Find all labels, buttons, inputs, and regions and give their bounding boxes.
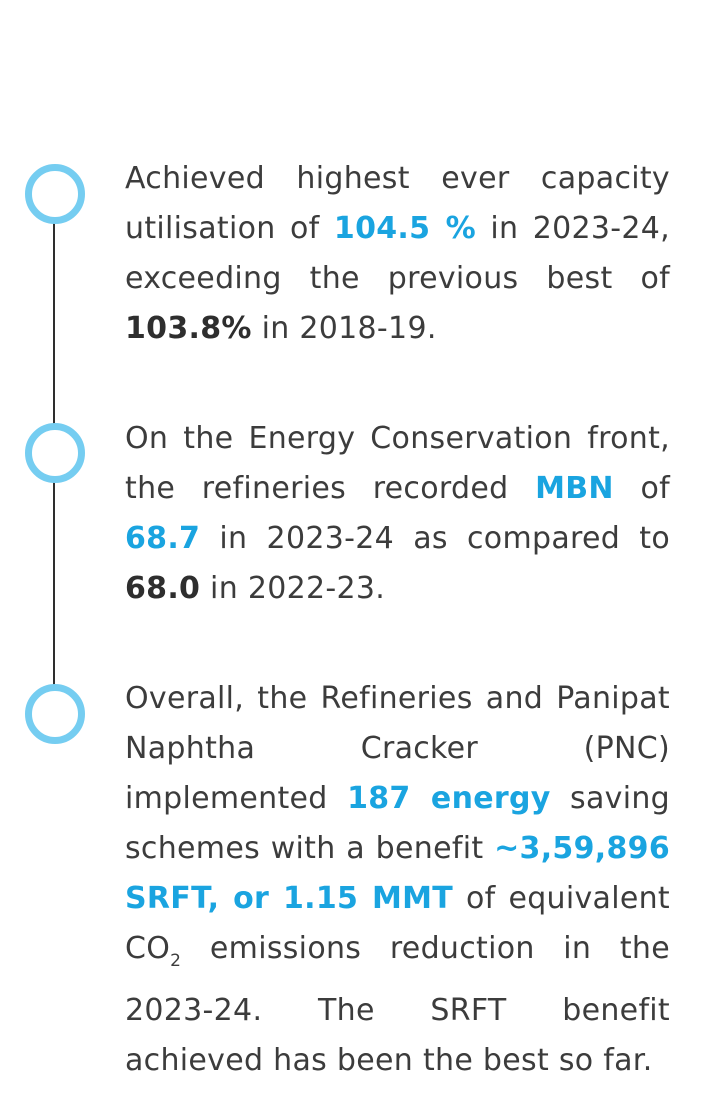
item-text: saving schemes with a benefit <box>125 781 670 866</box>
highlight-value: 68.7 <box>125 521 201 556</box>
subscript: 2 <box>170 951 182 971</box>
emphasis-value: 103.8% <box>125 311 252 346</box>
timeline-node-3-icon <box>25 684 85 744</box>
highlight-value: 187 energy <box>347 781 551 816</box>
item-text: in 2018-19. <box>251 311 437 346</box>
highlight-value: 104.5 % <box>333 211 476 246</box>
item-text: of <box>613 471 670 506</box>
item-text: On the Energy Conservation front, the re… <box>125 421 670 506</box>
item-text: emissions reduction in the 2023-24. The … <box>125 931 670 1078</box>
timeline-item-energy-schemes: Overall, the Refineries and Panipat Naph… <box>125 674 670 1086</box>
item-text: Achieved highest ever capacity utilisati… <box>125 161 670 246</box>
emphasis-value: 68.0 <box>125 571 201 606</box>
highlight-value: ~3,59,896 SRFT, or 1.15 MMT <box>125 831 670 916</box>
item-text: in 2022-23. <box>200 571 386 606</box>
timeline-node-2-icon <box>25 423 85 483</box>
timeline-item-capacity: Achieved highest ever capacity utilisati… <box>125 154 670 354</box>
item-text: in 2023-24 as compared to <box>200 521 670 556</box>
item-text: Overall, the Refineries and Panipat Naph… <box>125 681 670 816</box>
item-text: in 2023-24, exceeding the previous best … <box>125 211 671 296</box>
highlight-value: MBN <box>535 471 614 506</box>
timeline-item-energy-conservation: On the Energy Conservation front, the re… <box>125 414 670 614</box>
timeline-node-1-icon <box>25 164 85 224</box>
item-text: of equivalent CO <box>125 881 670 966</box>
